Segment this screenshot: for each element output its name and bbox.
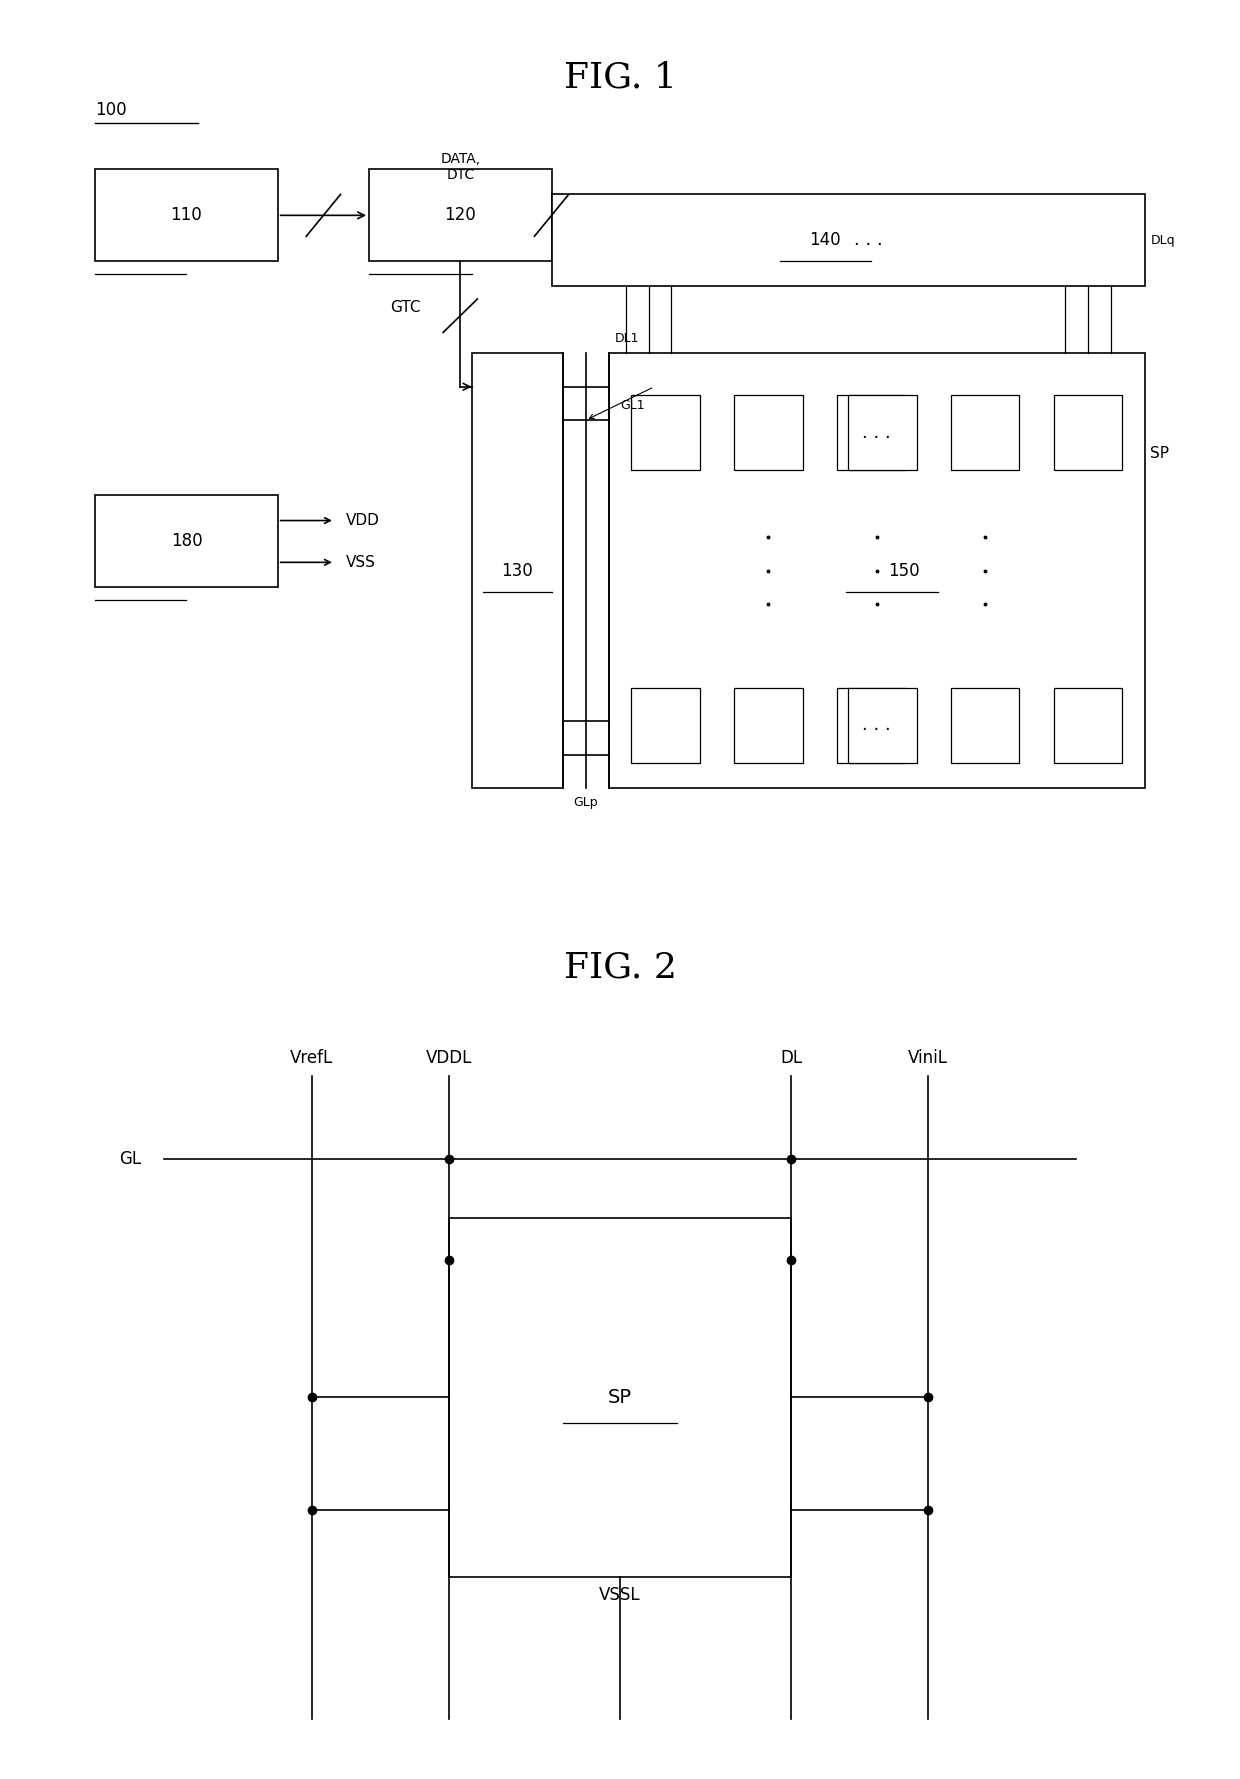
Bar xyxy=(951,688,1019,763)
Text: DL1: DL1 xyxy=(614,333,639,345)
Bar xyxy=(734,688,802,763)
Bar xyxy=(471,354,563,788)
Bar xyxy=(631,688,699,763)
Text: VDD: VDD xyxy=(346,512,381,528)
Bar xyxy=(848,688,916,763)
Text: DLq: DLq xyxy=(1151,233,1176,247)
Bar xyxy=(837,688,905,763)
Bar xyxy=(734,395,802,470)
Text: . . .: . . . xyxy=(862,423,892,441)
Bar xyxy=(848,395,916,470)
Text: . . .: . . . xyxy=(854,231,883,249)
Text: 150: 150 xyxy=(888,562,919,580)
Text: 100: 100 xyxy=(95,101,126,119)
Text: VSSL: VSSL xyxy=(599,1585,641,1603)
Text: VrefL: VrefL xyxy=(290,1050,334,1067)
Bar xyxy=(552,194,1145,286)
Text: GLp: GLp xyxy=(573,797,598,809)
Bar xyxy=(631,395,699,470)
Text: 120: 120 xyxy=(444,206,476,224)
Text: FIG. 1: FIG. 1 xyxy=(563,60,677,94)
Text: 180: 180 xyxy=(171,532,202,550)
Bar xyxy=(449,1217,791,1578)
Text: VSS: VSS xyxy=(346,555,376,569)
Bar xyxy=(95,495,278,587)
Text: 130: 130 xyxy=(501,562,533,580)
Text: DATA,
DTC: DATA, DTC xyxy=(440,151,480,181)
Bar xyxy=(370,169,552,262)
Text: FIG. 2: FIG. 2 xyxy=(563,950,677,984)
Text: GTC: GTC xyxy=(389,301,420,315)
Text: VDDL: VDDL xyxy=(425,1050,472,1067)
Text: GL: GL xyxy=(119,1151,141,1169)
Bar xyxy=(837,395,905,470)
Text: GL1: GL1 xyxy=(620,398,645,411)
Bar xyxy=(1054,688,1122,763)
Bar xyxy=(951,395,1019,470)
Text: SP: SP xyxy=(608,1388,632,1407)
Text: SP: SP xyxy=(1151,447,1169,461)
Bar xyxy=(1054,395,1122,470)
Text: ViniL: ViniL xyxy=(908,1050,949,1067)
Bar xyxy=(609,354,1145,788)
Text: DL: DL xyxy=(780,1050,802,1067)
Text: . . .: . . . xyxy=(862,717,892,735)
Bar xyxy=(95,169,278,262)
Text: 140: 140 xyxy=(810,231,841,249)
Text: 110: 110 xyxy=(171,206,202,224)
